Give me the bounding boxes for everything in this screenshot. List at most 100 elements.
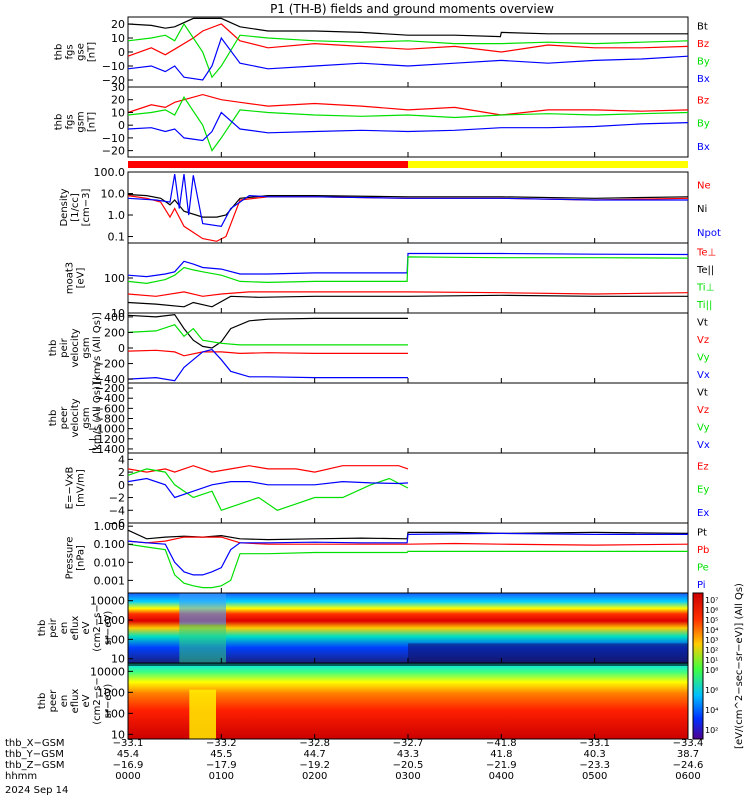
fgs-gsm-legend-Bz: Bz xyxy=(697,95,709,106)
pressure-series-Pi xyxy=(127,532,688,576)
peer-velocity-frame xyxy=(127,382,689,454)
x-axis-value-t: 0300 xyxy=(395,771,420,782)
fgs-gse-series-Bx xyxy=(127,36,689,81)
panel-temperature: 100 10 moat3 [eV] Te⊥ Te|| Ti⊥ Ti|| xyxy=(65,242,716,320)
efield-legend-Ez: Ez xyxy=(697,461,709,472)
x-axis-value-z: −19.2 xyxy=(299,760,330,771)
peir-en-ylabel: thb xyxy=(37,620,48,637)
colorbar-tick: 10⁵ xyxy=(705,616,718,625)
peir-en-dropout-band xyxy=(179,593,226,625)
x-axis-value-x: −33.2 xyxy=(206,738,237,749)
x-axis-value-t: 0200 xyxy=(302,771,327,782)
peir-en-low-energy-noise xyxy=(408,643,688,663)
efield-series-Ey xyxy=(127,468,409,512)
x-axis-value-y: 38.7 xyxy=(677,749,699,760)
peer-en-spectrogram xyxy=(128,663,688,739)
colorbar-tick: 10⁴ xyxy=(705,706,718,715)
peer-en-ylabel: eflux xyxy=(70,689,81,714)
fgs-gse-ytick-label: −20 xyxy=(102,74,125,87)
pressure-ytick-label: 0.100 xyxy=(94,538,126,551)
efield-legend-Ey: Ey xyxy=(697,485,709,496)
peer-en-ytick-label: 10000 xyxy=(90,665,125,678)
x-axis-value-z: −20.5 xyxy=(393,760,424,771)
peir-en-ytick-label: 10 xyxy=(111,653,125,666)
fgs-gsm-ytick-label: −10 xyxy=(102,132,125,145)
temperature-ytick-label: 100 xyxy=(104,272,125,285)
fgs-gse-ytick-label: −10 xyxy=(102,60,125,73)
pressure-legend-Pi: Pi xyxy=(697,580,706,591)
mode-bar xyxy=(128,161,688,168)
colorbar-tick: 10⁴ xyxy=(705,626,718,635)
colorbar-tick: 10¹ xyxy=(705,656,718,665)
peir-velocity-ylabel: thb xyxy=(48,340,59,357)
efield-ytick-label: 0 xyxy=(118,479,125,492)
fgs-gse-ytick-label: 0 xyxy=(118,46,125,59)
x-axis-value-z: −23.3 xyxy=(579,760,610,771)
fgs-gse-ylabel: fgs xyxy=(65,44,76,59)
peer-velocity-ylabel: [km/s (All Qs)] xyxy=(92,382,103,454)
efield-series-Ez xyxy=(127,465,409,473)
peir-velocity-ytick-label: −400 xyxy=(95,373,125,386)
peir-en-ylabel: peir xyxy=(48,617,59,637)
density-legend-Ni: Ni xyxy=(697,204,707,215)
density-legend-Ne: Ne xyxy=(697,181,711,192)
peir-velocity-ylabel: [km/s (All Qs)] xyxy=(92,312,103,384)
fgs-gsm-ytick-label: 20 xyxy=(111,94,125,107)
x-axis-value-z: −16.9 xyxy=(113,760,144,771)
x-axis-value-t: 0600 xyxy=(675,771,700,782)
panel-peir-velocity: 400 200 0 −200 −400 thb peir velocity gsm [km/s (… xyxy=(48,311,710,386)
temperature-series-Te⊥ xyxy=(127,252,689,278)
x-axis-value-x: −32.7 xyxy=(393,738,424,749)
fgs-gsm-ytick-label: 0 xyxy=(118,119,125,132)
peir-en-ytick-label: 10000 xyxy=(90,595,125,608)
fgs-gse-series-Bz xyxy=(127,23,689,57)
x-axis-value-x: −33.1 xyxy=(579,738,610,749)
density-ytick-label: 1.0 xyxy=(108,209,126,222)
peir-en-ylabel: eV xyxy=(81,621,92,634)
pressure-legend-Pb: Pb xyxy=(697,545,709,556)
colorbar-tick: 10⁸ xyxy=(705,666,718,675)
x-axis-value-y: 41.8 xyxy=(490,749,512,760)
peir-velocity-series-Vx xyxy=(127,348,408,382)
temperature-ytick-label: 10 xyxy=(111,307,125,320)
temperature-legend-Ti⊥: Ti⊥ xyxy=(696,282,714,293)
panel-peir-en: 10000 1000 100 10 thb peir en eflux eV (cm2−s− sr−… xyxy=(37,592,689,666)
x-axis-value-z: −21.9 xyxy=(486,760,517,771)
peer-en-ylabel: (cm2−s− xyxy=(92,677,103,724)
peer-velocity-ylabel: peer xyxy=(59,406,70,430)
peir-velocity-legend-Vy: Vy xyxy=(697,352,710,363)
temperature-ylabel: [eV] xyxy=(76,268,87,289)
peer-velocity-ytick-label: −1000 xyxy=(88,423,125,436)
colorbar-gradient xyxy=(692,592,704,740)
x-axis-row-label: thb_Z−GSM xyxy=(5,760,65,771)
peir-velocity-ylabel: peir xyxy=(59,337,70,357)
mode-bar-yellow xyxy=(408,161,688,168)
temperature-ylabel: moat3 xyxy=(65,262,76,294)
peir-velocity-legend-Vz: Vz xyxy=(697,335,709,346)
colorbar-tick: 10² xyxy=(705,726,718,735)
pressure-ytick-label: 0.010 xyxy=(94,556,126,569)
density-frame xyxy=(127,171,689,244)
pressure-series-Pb xyxy=(127,536,689,546)
peir-velocity-ytick-label: 200 xyxy=(104,326,125,339)
peer-velocity-ytick-label: −600 xyxy=(95,402,125,415)
peir-velocity-ylabel: gsm xyxy=(81,337,92,358)
efield-ylabel: [mV/m] xyxy=(76,469,87,507)
peer-velocity-ytick-label: −200 xyxy=(95,382,125,395)
peir-velocity-legend-Vt: Vt xyxy=(697,317,708,328)
density-ylabel: Density xyxy=(59,188,70,226)
fgs-gse-ylabel: [nT] xyxy=(87,42,98,62)
colorbar-tick: 10⁶ xyxy=(705,606,718,615)
temperature-series-Ti|| xyxy=(127,256,689,285)
x-axis-value-z: −24.6 xyxy=(673,760,704,771)
peer-en-top-noise xyxy=(128,663,688,666)
temperature-legend-Ti||: Ti|| xyxy=(696,300,712,311)
peer-en-ylabel: sr−eV) xyxy=(103,684,114,719)
density-series-Ne xyxy=(127,195,689,242)
peir-en-ytick-label: 1000 xyxy=(97,614,125,627)
colorbar-tick: 10⁶ xyxy=(705,686,718,695)
x-axis-value-x: −32.8 xyxy=(299,738,330,749)
temperature-series-Ti⊥ xyxy=(127,291,689,297)
fgs-gsm-ytick-label: 30 xyxy=(111,81,125,94)
